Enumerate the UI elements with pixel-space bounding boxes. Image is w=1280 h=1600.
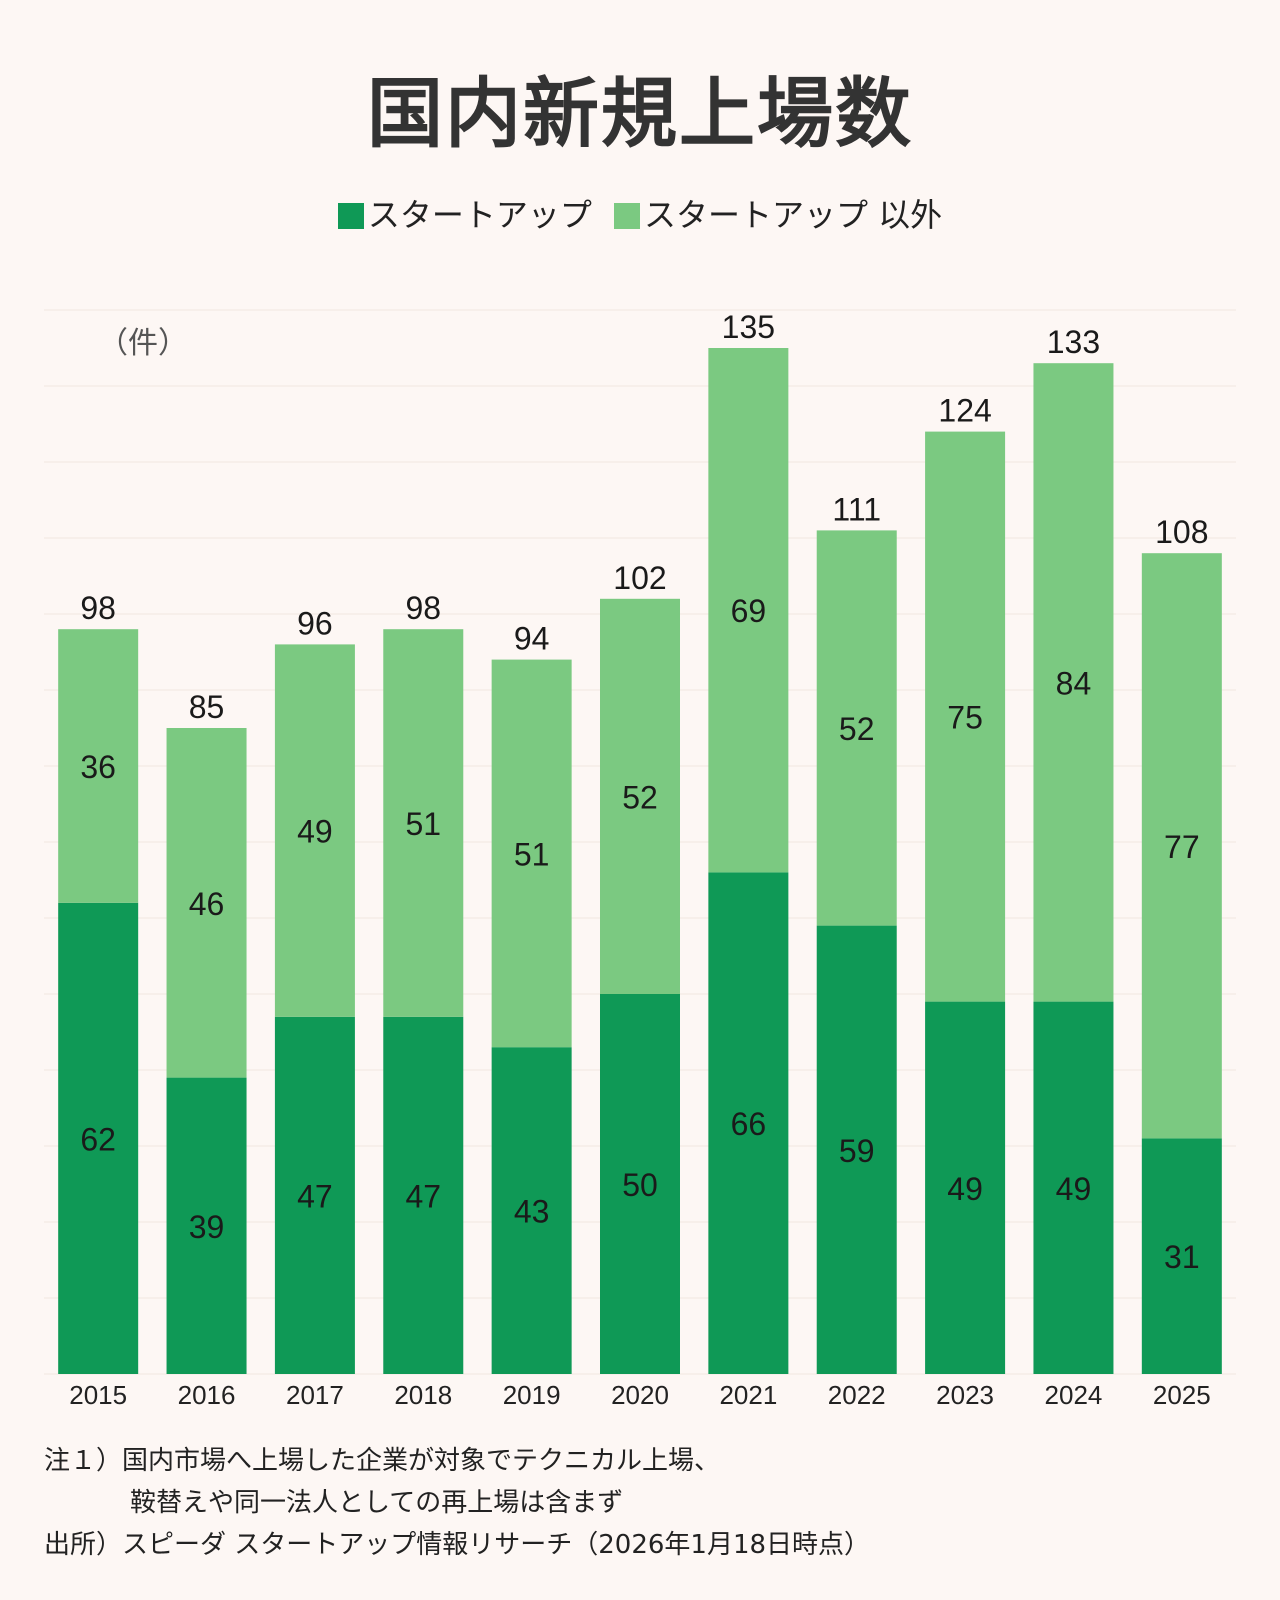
value-label-non-startup: 36 bbox=[80, 749, 116, 785]
legend-item-startup: スタートアップ bbox=[337, 190, 592, 236]
bar-non-startup-2025 bbox=[1141, 553, 1222, 1139]
legend-swatch-non-startup bbox=[614, 203, 640, 229]
bar-non-startup-2020 bbox=[600, 598, 680, 994]
value-label-non-startup: 69 bbox=[731, 593, 767, 629]
bar-startup-2025 bbox=[1141, 1138, 1222, 1374]
x-tick-label: 2018 bbox=[394, 1380, 452, 1410]
x-tick-label: 2020 bbox=[611, 1380, 669, 1410]
value-label-startup: 59 bbox=[839, 1133, 875, 1169]
stacked-bar-chart: 62 36 98 2015 39 46 85 2016 47 49 96 2017 47 51 98 2018… bbox=[44, 309, 1236, 1410]
bar-startup-2020 bbox=[600, 994, 680, 1374]
total-label: 111 bbox=[832, 491, 881, 527]
x-tick-label: 2023 bbox=[936, 1380, 994, 1410]
value-label-startup: 47 bbox=[297, 1178, 333, 1214]
legend-swatch-startup bbox=[337, 203, 364, 229]
chart-title: 国内新規上場数 bbox=[367, 69, 913, 158]
value-label-non-startup: 75 bbox=[947, 700, 983, 736]
value-label-startup: 49 bbox=[1056, 1171, 1092, 1207]
bar-startup-2016 bbox=[166, 1077, 247, 1374]
bar-non-startup-2018 bbox=[383, 629, 464, 1017]
source-line: 出所）スピーダ スタートアップ情報リサーチ（2026年1月18日時点） bbox=[44, 1530, 871, 1560]
value-label-non-startup: 46 bbox=[189, 886, 225, 922]
bar-non-startup-2022 bbox=[816, 530, 897, 926]
bar-startup-2019 bbox=[491, 1047, 572, 1374]
value-label-non-startup: 77 bbox=[1164, 829, 1200, 865]
note-line-1: 注１）国内市場へ上場した企業が対象でテクニカル上場、 bbox=[44, 1446, 721, 1476]
note-line-2: 鞍替えや同一法人としての再上場は含まず bbox=[130, 1488, 624, 1518]
total-label: 108 bbox=[1155, 514, 1208, 550]
bar-non-startup-2021 bbox=[708, 348, 789, 873]
bar-startup-2023 bbox=[925, 1001, 1006, 1374]
bar-non-startup-2024 bbox=[1033, 363, 1114, 1002]
bar-non-startup-2023 bbox=[925, 431, 1006, 1002]
total-label: 96 bbox=[297, 605, 333, 641]
value-label-startup: 50 bbox=[622, 1167, 658, 1203]
value-label-non-startup: 51 bbox=[405, 806, 441, 842]
notes: 注１）国内市場へ上場した企業が対象でテクニカル上場、 鞍替えや同一法人としての再… bbox=[44, 1440, 870, 1566]
x-tick-label: 2022 bbox=[828, 1380, 886, 1410]
legend-item-non-startup: スタートアップ 以外 bbox=[614, 190, 942, 236]
value-label-startup: 31 bbox=[1164, 1239, 1200, 1275]
value-label-non-startup: 49 bbox=[297, 814, 333, 850]
bar-non-startup-2017 bbox=[274, 644, 355, 1017]
bar-startup-2022 bbox=[816, 925, 897, 1374]
value-label-startup: 39 bbox=[189, 1209, 225, 1245]
x-tick-label: 2017 bbox=[286, 1380, 344, 1410]
legend-label-non-startup: スタートアップ 以外 bbox=[644, 196, 943, 234]
x-tick-label: 2025 bbox=[1153, 1380, 1211, 1410]
x-tick-label: 2024 bbox=[1045, 1380, 1103, 1410]
total-label: 135 bbox=[722, 309, 775, 345]
total-label: 98 bbox=[405, 590, 441, 626]
bar-startup-2015 bbox=[58, 902, 139, 1374]
x-tick-label: 2021 bbox=[719, 1380, 777, 1410]
bar-startup-2021 bbox=[708, 872, 789, 1374]
total-label: 85 bbox=[189, 689, 225, 725]
value-label-non-startup: 51 bbox=[514, 836, 550, 872]
bar-startup-2017 bbox=[274, 1016, 355, 1374]
bar-startup-2018 bbox=[383, 1016, 464, 1374]
bar-non-startup-2019 bbox=[491, 659, 572, 1048]
legend: スタートアップ スタートアップ 以外 bbox=[0, 190, 1280, 236]
value-label-startup: 49 bbox=[947, 1171, 983, 1207]
x-tick-label: 2019 bbox=[503, 1380, 561, 1410]
x-tick-label: 2016 bbox=[178, 1380, 236, 1410]
value-label-startup: 47 bbox=[405, 1178, 441, 1214]
total-label: 98 bbox=[80, 590, 116, 626]
x-tick-label: 2015 bbox=[69, 1380, 127, 1410]
value-label-non-startup: 84 bbox=[1056, 665, 1092, 701]
value-label-non-startup: 52 bbox=[622, 779, 658, 815]
value-label-startup: 66 bbox=[731, 1106, 767, 1142]
bar-startup-2024 bbox=[1033, 1001, 1114, 1374]
bar-non-startup-2015 bbox=[58, 629, 139, 903]
value-label-startup: 43 bbox=[514, 1194, 550, 1230]
unit-label: （件） bbox=[98, 326, 188, 361]
total-label: 102 bbox=[613, 560, 666, 596]
value-label-non-startup: 52 bbox=[839, 711, 875, 747]
legend-label-startup: スタートアップ bbox=[367, 196, 592, 234]
value-label-startup: 62 bbox=[80, 1121, 116, 1157]
total-label: 133 bbox=[1047, 324, 1100, 360]
bar-non-startup-2016 bbox=[166, 728, 247, 1078]
total-label: 124 bbox=[938, 393, 991, 429]
total-label: 94 bbox=[514, 621, 550, 657]
